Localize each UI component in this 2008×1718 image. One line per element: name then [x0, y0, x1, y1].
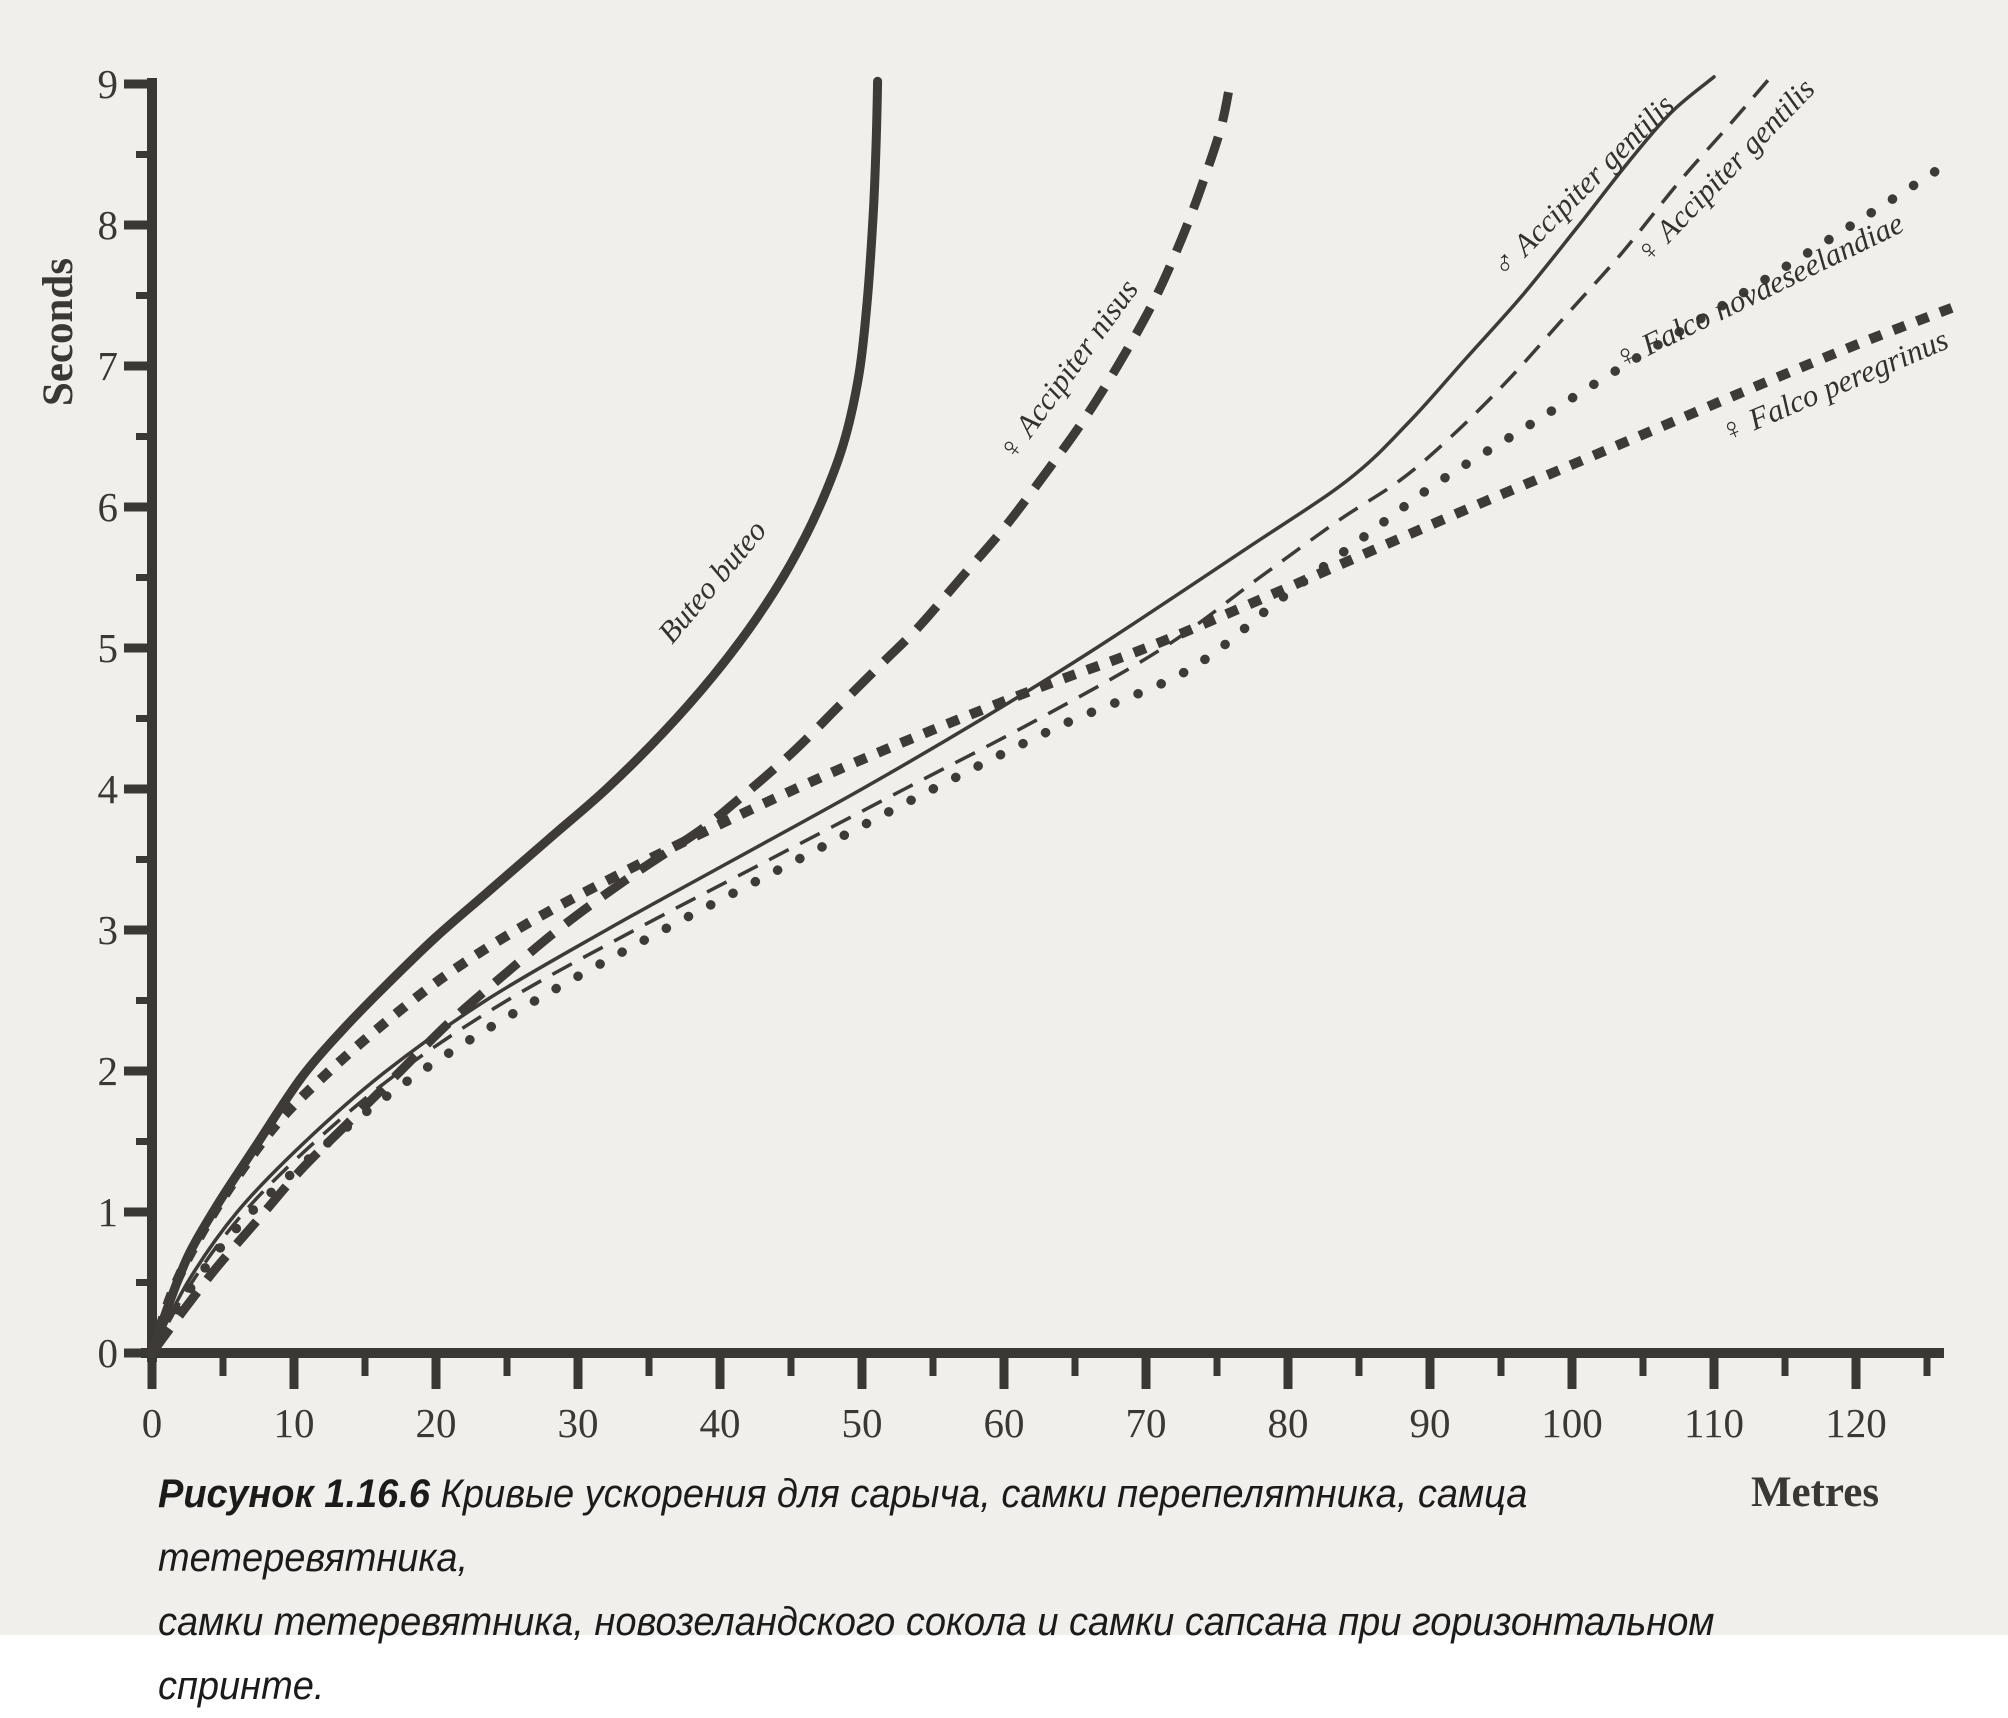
- x-major-tick: [1141, 1353, 1151, 1389]
- y-axis-title: Seconds: [35, 258, 82, 406]
- x-minor-tick: [1213, 1353, 1221, 1376]
- y-tick-label: 2: [98, 1048, 119, 1094]
- y-tick-label: 4: [98, 766, 119, 812]
- y-minor-tick: [136, 433, 152, 440]
- x-major-tick: [289, 1353, 299, 1389]
- y-minor-tick: [136, 715, 152, 722]
- y-major-tick: [124, 1348, 152, 1358]
- x-major-tick: [715, 1353, 725, 1389]
- y-major-tick: [124, 79, 152, 89]
- tick-labels: 0 10 20 30 40 50 60 70 80 90 100 110 120 0 1 2 3 4 5 6 7 8 9: [98, 61, 1887, 1446]
- y-major-tick: [124, 784, 152, 794]
- y-major-tick: [124, 925, 152, 935]
- y-major-tick: [124, 361, 152, 371]
- x-tick-label: 30: [558, 1400, 599, 1446]
- y-minor-tick: [136, 997, 152, 1004]
- curves: [147, 75, 1961, 1358]
- x-tick-label: 90: [1410, 1400, 1451, 1446]
- x-minor-tick: [1923, 1353, 1931, 1376]
- x-tick-label: 80: [1268, 1400, 1309, 1446]
- x-minor-tick: [503, 1353, 511, 1376]
- y-tick-label: 1: [98, 1189, 119, 1235]
- axes: [124, 78, 1944, 1389]
- y-major-tick: [124, 643, 152, 653]
- curve-labels: Buteo buteo ♀ Accipiter nisus ♂ Accipite…: [651, 71, 1953, 649]
- x-tick-label: 60: [984, 1400, 1025, 1446]
- x-tick-label: 0: [142, 1400, 163, 1446]
- x-axis-line: [141, 1348, 1944, 1358]
- y-tick-label: 6: [98, 484, 119, 530]
- x-minor-tick: [929, 1353, 937, 1376]
- y-major-tick: [124, 1066, 152, 1076]
- y-minor-tick: [136, 292, 152, 299]
- y-tick-label: 9: [98, 61, 119, 107]
- x-minor-tick: [219, 1353, 227, 1376]
- caption-line2: самки тетеревятника, новозеландского сок…: [158, 1600, 1715, 1708]
- x-minor-tick: [1639, 1353, 1647, 1376]
- y-tick-label: 7: [98, 343, 119, 389]
- y-major-tick: [124, 502, 152, 512]
- figure-number: Рисунок 1.16.6: [158, 1472, 430, 1516]
- x-major-tick: [1283, 1353, 1293, 1389]
- x-major-tick: [999, 1353, 1009, 1389]
- curve-label-buteo-buteo: Buteo buteo: [651, 513, 774, 650]
- x-minor-tick: [1781, 1353, 1789, 1376]
- x-tick-label: 100: [1541, 1400, 1603, 1446]
- y-minor-tick: [136, 1138, 152, 1145]
- x-tick-label: 50: [842, 1400, 883, 1446]
- x-tick-label: 40: [700, 1400, 741, 1446]
- figure-caption: Рисунок 1.16.6 Кривые ускорения для сары…: [158, 1462, 1830, 1718]
- x-tick-label: 10: [274, 1400, 315, 1446]
- caption-line1: Кривые ускорения для сарыча, самки переп…: [158, 1472, 1528, 1580]
- y-minor-tick: [136, 1279, 152, 1286]
- x-tick-label: 110: [1684, 1400, 1744, 1446]
- x-major-tick: [1851, 1353, 1861, 1389]
- x-minor-tick: [1071, 1353, 1079, 1376]
- x-tick-label: 70: [1126, 1400, 1167, 1446]
- x-minor-tick: [645, 1353, 653, 1376]
- x-major-tick: [1709, 1353, 1719, 1389]
- y-major-tick: [124, 1207, 152, 1217]
- y-major-tick: [124, 220, 152, 230]
- x-minor-tick: [1355, 1353, 1363, 1376]
- x-major-tick: [147, 1353, 157, 1389]
- x-tick-label: 120: [1825, 1400, 1887, 1446]
- x-axis-title: Metres: [1751, 1469, 1879, 1516]
- curve-buteo-buteo: [147, 76, 883, 1358]
- y-minor-tick: [136, 856, 152, 863]
- acceleration-chart: 0 10 20 30 40 50 60 70 80 90 100 110 120 0 1 2 3 4 5 6 7 8 9 B…: [35, 61, 1961, 1516]
- x-major-tick: [1567, 1353, 1577, 1389]
- y-minor-tick: [136, 151, 152, 158]
- y-tick-label: 3: [98, 907, 119, 953]
- y-tick-label: 5: [98, 625, 119, 671]
- x-minor-tick: [361, 1353, 369, 1376]
- y-minor-tick: [136, 574, 152, 581]
- curve-accipiter-gentilis-female: [150, 75, 1773, 1354]
- y-tick-label: 8: [98, 202, 119, 248]
- curve-falco-peregrinus-female: [147, 300, 1961, 1355]
- curve-accipiter-nisus-female: [148, 75, 1236, 1356]
- x-tick-label: 20: [416, 1400, 457, 1446]
- x-minor-tick: [1497, 1353, 1505, 1376]
- x-major-tick: [857, 1353, 867, 1389]
- x-major-tick: [1425, 1353, 1435, 1389]
- y-tick-label: 0: [98, 1330, 119, 1376]
- x-minor-tick: [787, 1353, 795, 1376]
- x-major-tick: [431, 1353, 441, 1389]
- x-major-tick: [573, 1353, 583, 1389]
- curve-accipiter-gentilis-male: [150, 75, 1716, 1355]
- curve-label-falco-peregrinus-female: ♀ Falco peregrinus: [1715, 322, 1953, 450]
